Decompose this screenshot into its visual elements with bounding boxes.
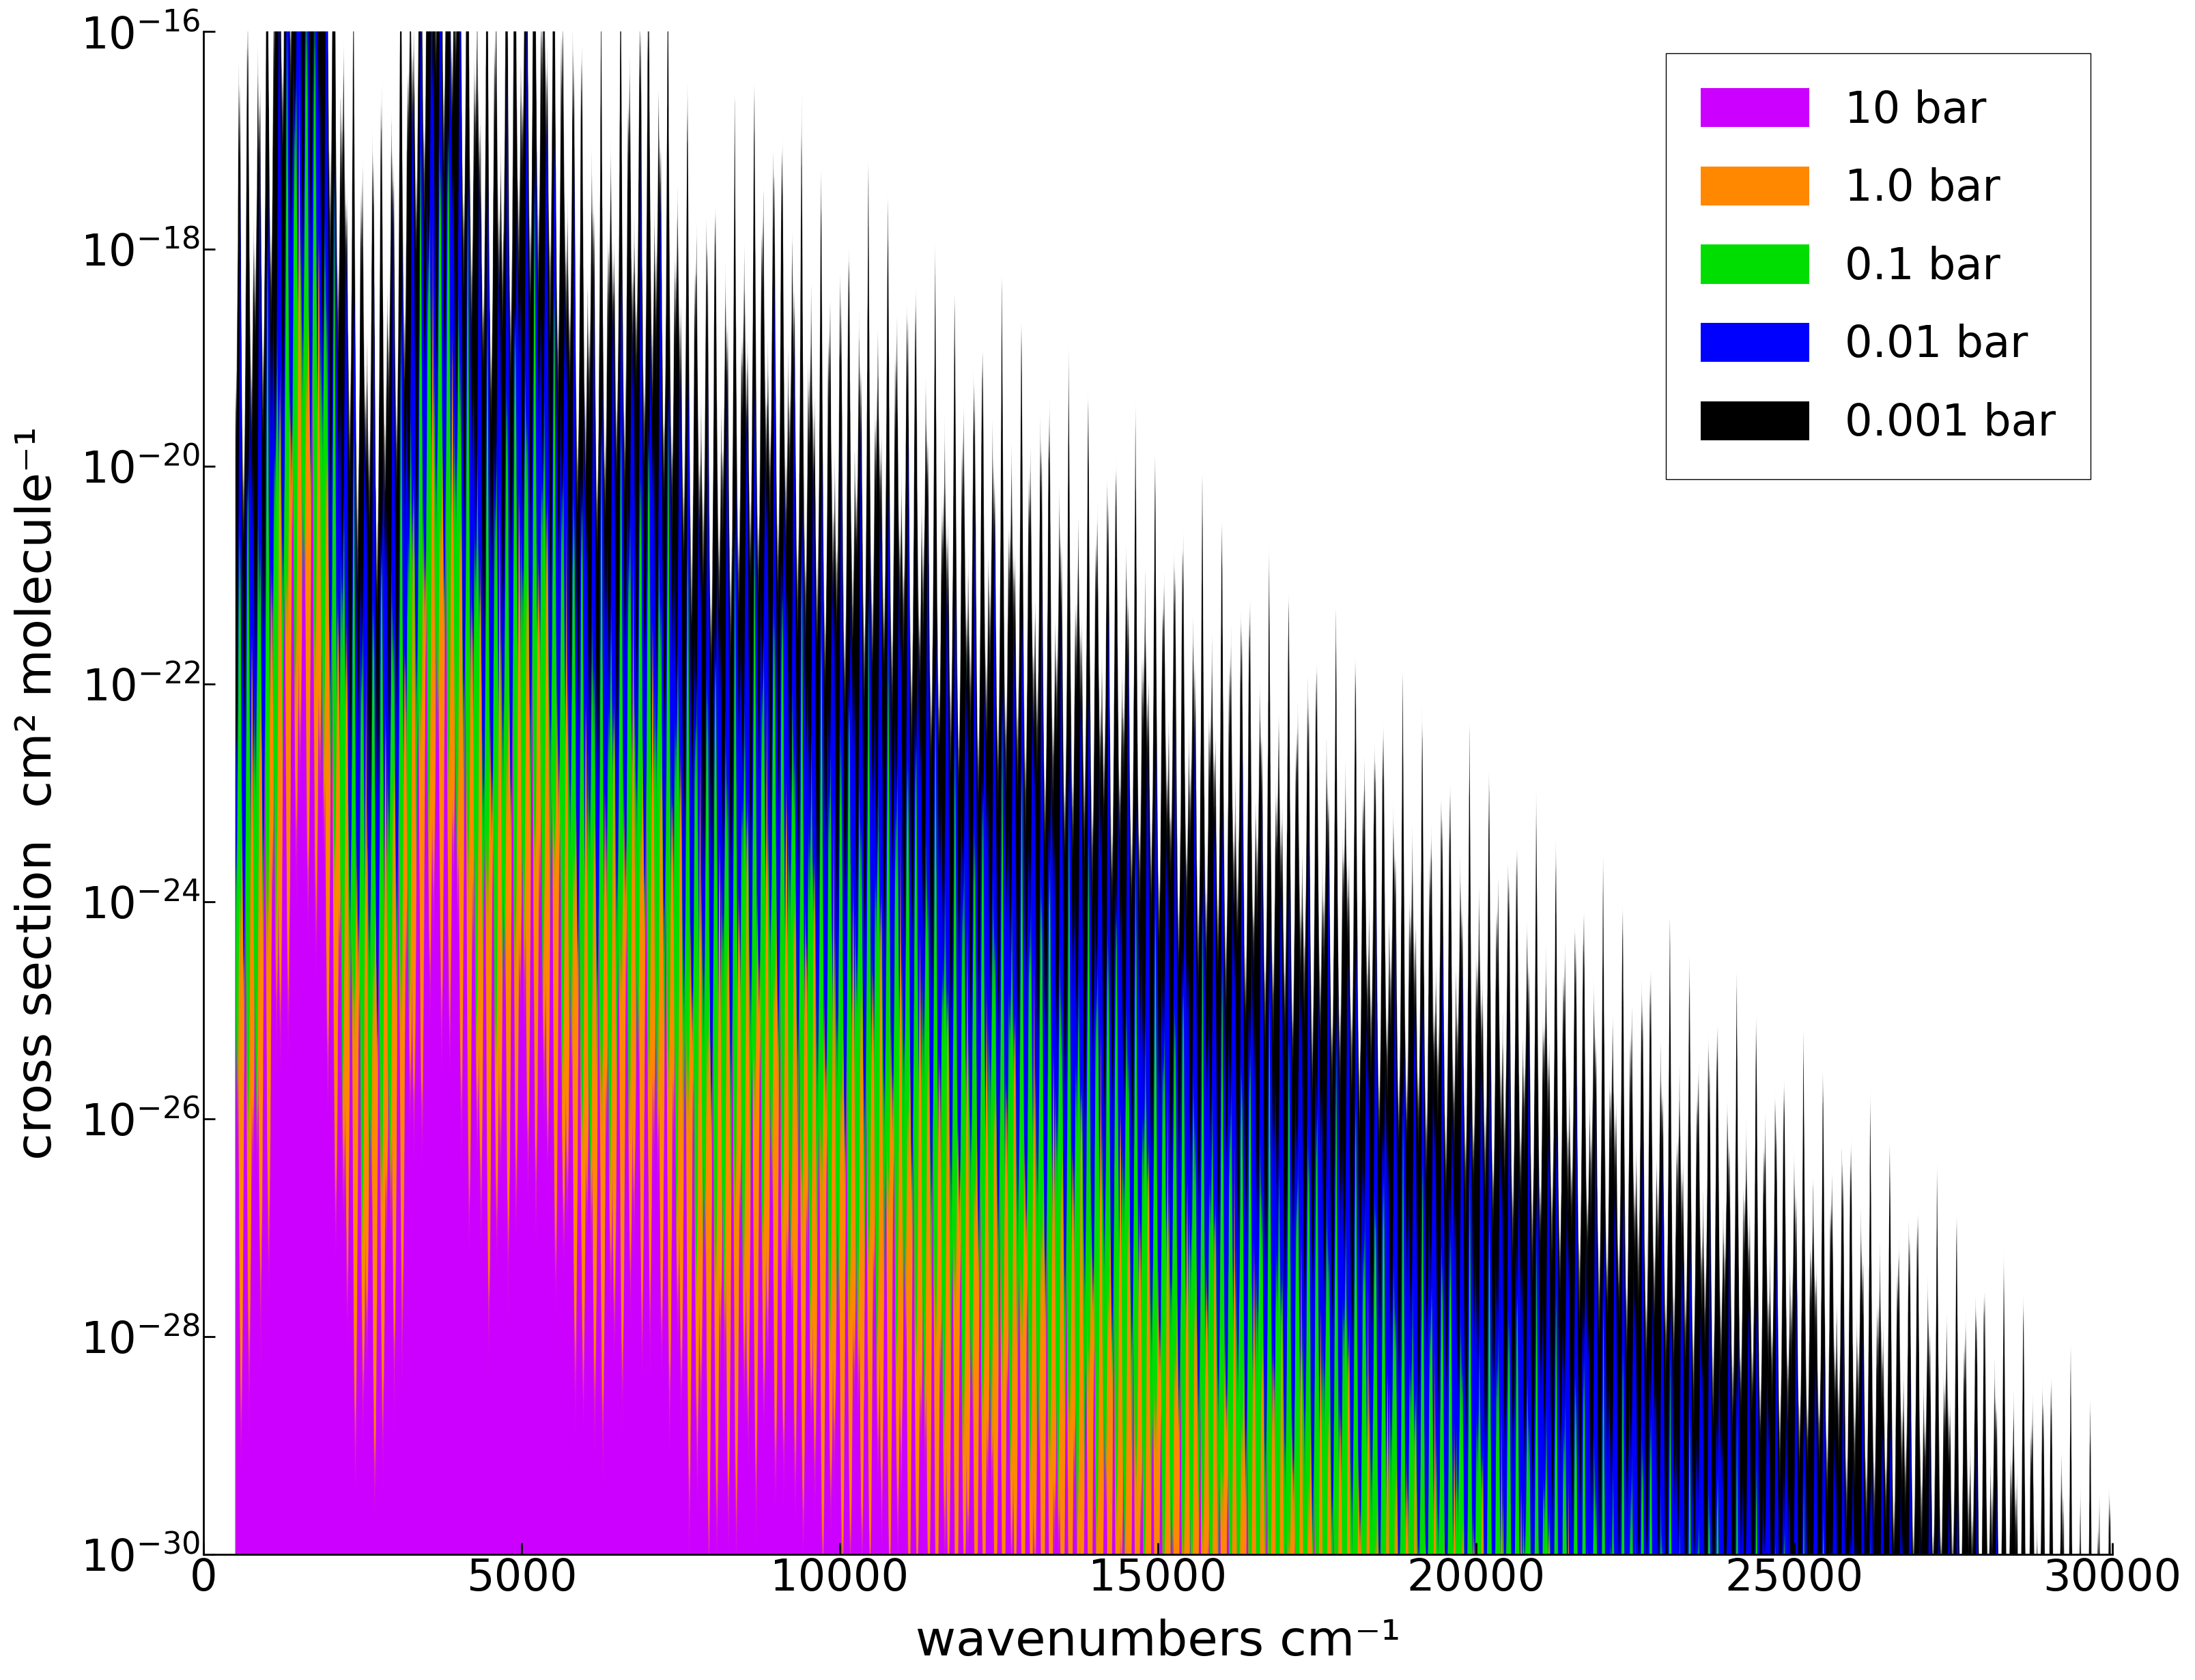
X-axis label: wavenumbers cm⁻¹: wavenumbers cm⁻¹	[915, 1618, 1400, 1667]
Legend: 10 bar, 1.0 bar, 0.1 bar, 0.01 bar, 0.001 bar: 10 bar, 1.0 bar, 0.1 bar, 0.01 bar, 0.00…	[1666, 54, 2090, 479]
Y-axis label: cross section  cm² molecule⁻¹: cross section cm² molecule⁻¹	[13, 427, 61, 1159]
